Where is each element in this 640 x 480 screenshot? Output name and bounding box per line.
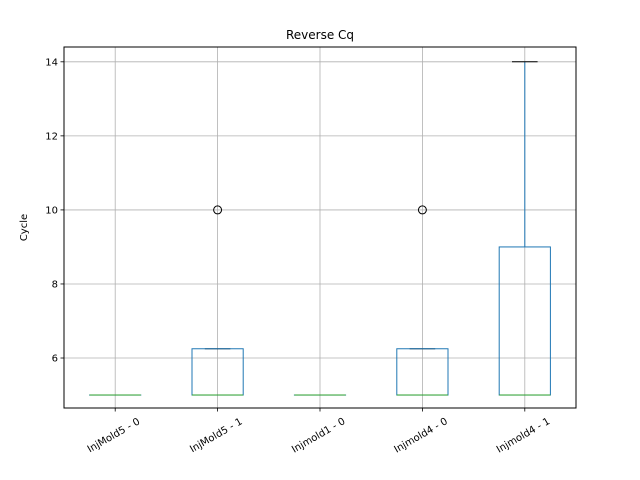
x-tick-label: Injmold4 - 0 <box>393 416 450 455</box>
x-tick-label: InjMold5 - 0 <box>86 416 142 455</box>
x-tick-label: Injmold4 - 1 <box>495 416 552 455</box>
y-axis-label: Cycle <box>19 214 30 241</box>
x-tick-label: InjMold5 - 1 <box>188 416 244 455</box>
box-group <box>498 61 551 396</box>
grid-layer <box>64 47 576 408</box>
outlier-point <box>417 205 427 215</box>
y-tick-label: 6 <box>52 354 58 365</box>
box-layer <box>89 61 551 396</box>
y-tick-label: 8 <box>52 279 58 290</box>
y-tick-label: 14 <box>45 57 58 68</box>
box-group <box>396 205 449 396</box>
box-group <box>191 205 244 396</box>
y-tick-label: 12 <box>45 131 58 142</box>
outlier-point <box>213 205 223 215</box>
y-tick-label: 10 <box>45 205 58 216</box>
chart-title: Reverse Cq <box>286 28 354 42</box>
tick-layer: 6 8 10 12 14 InjMold5 - 0 InjMold5 - 1 Injmold1… <box>45 57 552 455</box>
x-tick-label: Injmold1 - 0 <box>290 416 347 455</box>
